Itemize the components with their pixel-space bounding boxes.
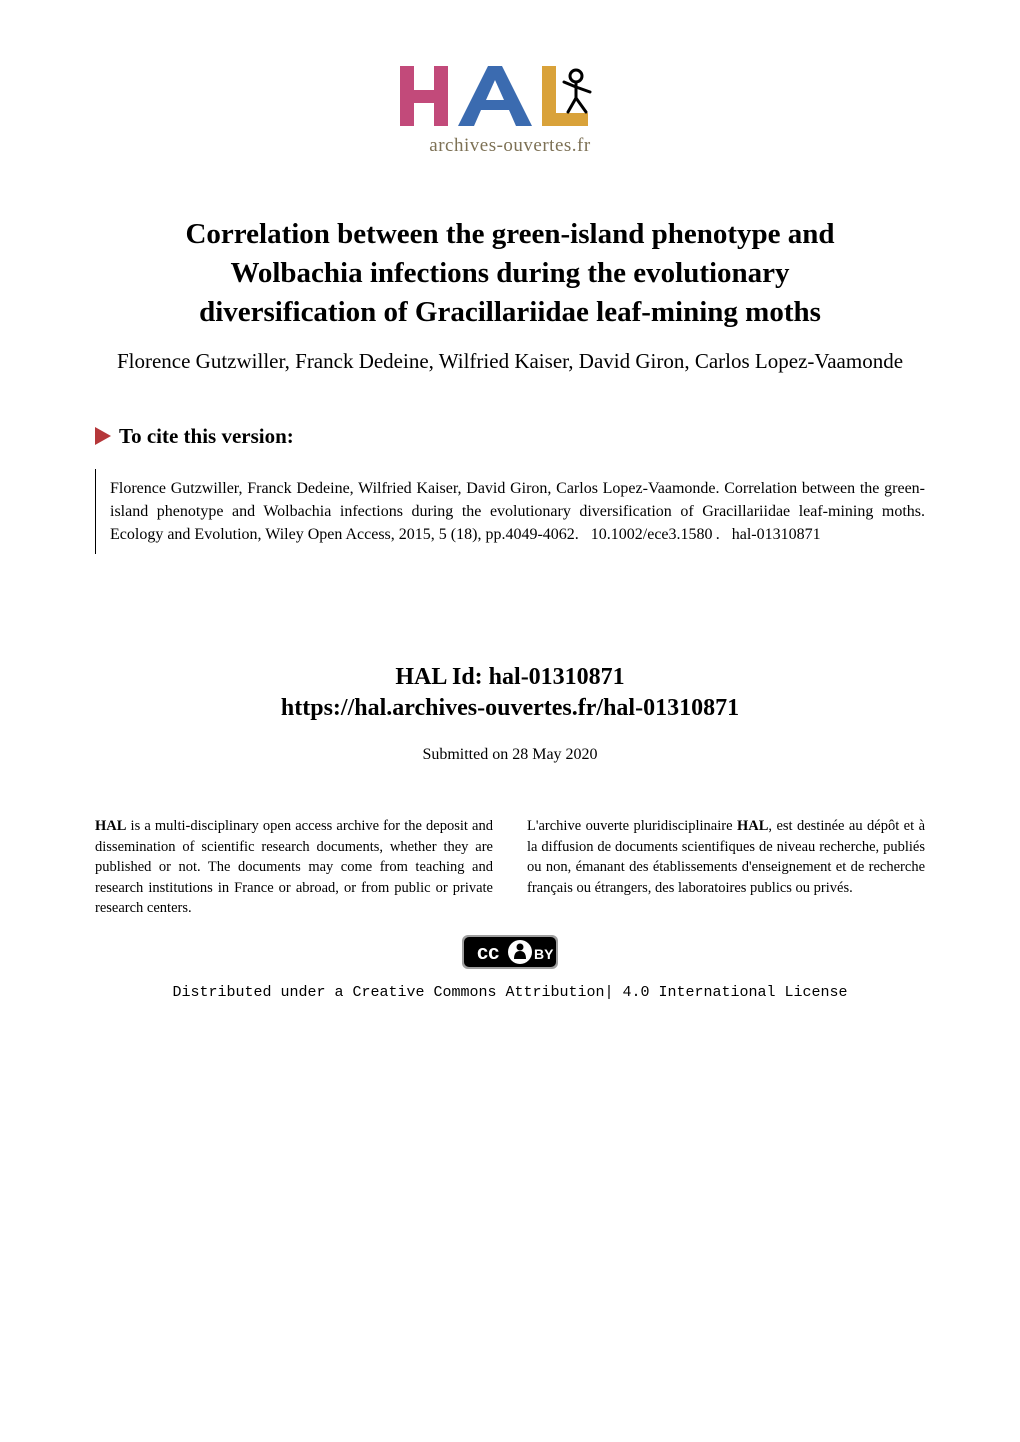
svg-text:cc: cc xyxy=(477,942,499,964)
hal-logo-icon xyxy=(400,62,620,137)
description-left-text: is a multi-disciplinary open access arch… xyxy=(95,818,493,916)
description-right-prefix: L'archive ouverte pluridisciplinaire xyxy=(527,818,737,834)
license-line: Distributed under a Creative Commons Att… xyxy=(0,984,1020,1001)
hal-id: HAL Id: hal-01310871 xyxy=(0,664,1020,691)
title-block: Correlation between the green-island phe… xyxy=(90,215,930,378)
description-right: L'archive ouverte pluridisciplinaire HAL… xyxy=(527,816,925,919)
cite-marker-icon xyxy=(95,426,111,451)
license-prefix: Distributed under a Creative Commons xyxy=(172,984,505,1001)
halid-block: HAL Id: hal-01310871 https://hal.archive… xyxy=(0,664,1020,722)
cite-heading: To cite this version: xyxy=(95,424,925,451)
description-right-bold: HAL xyxy=(737,818,768,834)
cite-block: To cite this version: Florence Gutzwille… xyxy=(95,424,925,554)
description-columns: HAL is a multi-disciplinary open access … xyxy=(95,816,925,919)
description-left: HAL is a multi-disciplinary open access … xyxy=(95,816,493,919)
cc-badge-icon: cc BY xyxy=(462,935,558,974)
authors: Florence Gutzwiller, Franck Dedeine, Wil… xyxy=(90,346,930,378)
cite-body: Florence Gutzwiller, Franck Dedeine, Wil… xyxy=(95,469,925,555)
title-line-2: Wolbachia infections during the evolutio… xyxy=(230,257,789,289)
hal-logo-subtext: archives-ouvertes.fr xyxy=(400,135,620,157)
svg-text:BY: BY xyxy=(534,946,554,962)
hal-logo: archives-ouvertes.fr xyxy=(400,62,620,157)
cite-heading-text: To cite this version: xyxy=(119,424,294,448)
title-line-3: diversification of Gracillariidae leaf-m… xyxy=(199,296,821,328)
hal-logo-main xyxy=(400,62,620,137)
hal-logo-block: archives-ouvertes.fr xyxy=(0,0,1020,157)
submitted-date: Submitted on 28 May 2020 xyxy=(0,746,1020,764)
paper-title: Correlation between the green-island phe… xyxy=(90,215,930,332)
cc-badge-row: cc BY xyxy=(0,935,1020,974)
description-left-bold: HAL xyxy=(95,818,126,834)
hal-url-link[interactable]: https://hal.archives-ouvertes.fr/hal-013… xyxy=(281,695,739,721)
title-line-1: Correlation between the green-island phe… xyxy=(185,218,834,250)
hal-url[interactable]: https://hal.archives-ouvertes.fr/hal-013… xyxy=(0,695,1020,722)
license-link[interactable]: Attribution| 4.0 International License xyxy=(506,984,848,1001)
